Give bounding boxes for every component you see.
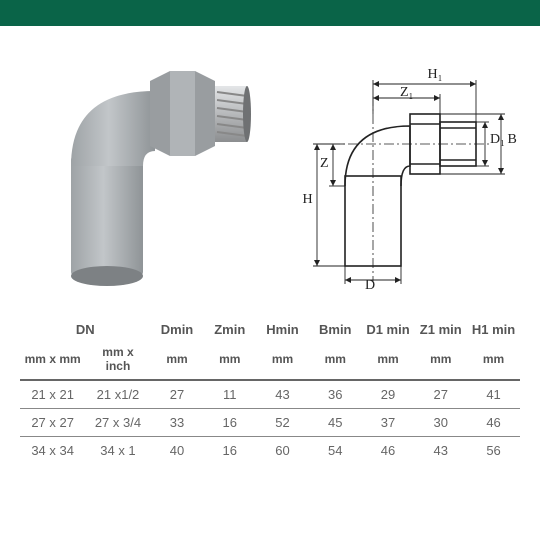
data-cell: 46: [467, 409, 520, 437]
data-cell: 34 x 34: [20, 437, 85, 465]
data-cell: 54: [309, 437, 362, 465]
dim-label-b: B: [508, 132, 517, 148]
col-header: Z1 min: [414, 316, 467, 341]
col-header: H1 min: [467, 316, 520, 341]
data-cell: 52: [256, 409, 309, 437]
data-cell: 21 x1/2: [85, 380, 150, 409]
table-header-row: DNDminZminHminBminD1 minZ1 minH1 min: [20, 316, 520, 341]
dim-label-z1: Z₁: [400, 85, 413, 101]
header-bar: [0, 0, 540, 26]
data-cell: 60: [256, 437, 309, 465]
data-cell: 33: [151, 409, 204, 437]
content: H₁ Z₁ D₁ B Z H D DNDminZminHminBminD1 mi…: [0, 26, 540, 464]
data-cell: 16: [203, 437, 256, 465]
unit-cell: mm: [256, 341, 309, 380]
data-cell: 30: [414, 409, 467, 437]
dim-label-d: D: [365, 278, 375, 294]
data-cell: 21 x 21: [20, 380, 85, 409]
table-row: 27 x 2727 x 3/433165245373046: [20, 409, 520, 437]
dim-label-h1: H₁: [428, 67, 443, 83]
unit-cell: mm: [203, 341, 256, 380]
data-cell: 34 x 1: [85, 437, 150, 465]
data-cell: 43: [414, 437, 467, 465]
data-cell: 45: [309, 409, 362, 437]
data-cell: 40: [151, 437, 204, 465]
table-unit-row: mm x mmmm x inchmmmmmmmmmmmmmm: [20, 341, 520, 380]
spec-table: DNDminZminHminBminD1 minZ1 minH1 min mm …: [20, 316, 520, 464]
dim-label-h: H: [303, 192, 313, 208]
data-cell: 29: [362, 380, 415, 409]
col-header: Hmin: [256, 316, 309, 341]
unit-cell: mm x inch: [85, 341, 150, 380]
data-cell: 41: [467, 380, 520, 409]
data-cell: 36: [309, 380, 362, 409]
unit-cell: mm: [151, 341, 204, 380]
col-header-dn: DN: [20, 316, 151, 341]
data-cell: 27: [414, 380, 467, 409]
table-row: 34 x 3434 x 140166054464356: [20, 437, 520, 465]
data-cell: 27 x 3/4: [85, 409, 150, 437]
unit-cell: mm: [362, 341, 415, 380]
unit-cell: mm: [309, 341, 362, 380]
data-cell: 11: [203, 380, 256, 409]
unit-cell: mm: [414, 341, 467, 380]
product-photo: [20, 36, 270, 296]
col-header: Bmin: [309, 316, 362, 341]
dim-label-z: Z: [320, 156, 329, 172]
unit-cell: mm x mm: [20, 341, 85, 380]
data-cell: 27 x 27: [20, 409, 85, 437]
col-header: Dmin: [151, 316, 204, 341]
data-cell: 27: [151, 380, 204, 409]
data-cell: 37: [362, 409, 415, 437]
data-cell: 46: [362, 437, 415, 465]
technical-diagram: H₁ Z₁ D₁ B Z H D: [270, 36, 520, 296]
unit-cell: mm: [467, 341, 520, 380]
data-cell: 16: [203, 409, 256, 437]
col-header: D1 min: [362, 316, 415, 341]
col-header: Zmin: [203, 316, 256, 341]
table-row: 21 x 2121 x1/227114336292741: [20, 380, 520, 409]
dim-label-d1: D₁: [490, 132, 505, 148]
images-row: H₁ Z₁ D₁ B Z H D: [20, 36, 520, 296]
data-cell: 56: [467, 437, 520, 465]
data-cell: 43: [256, 380, 309, 409]
